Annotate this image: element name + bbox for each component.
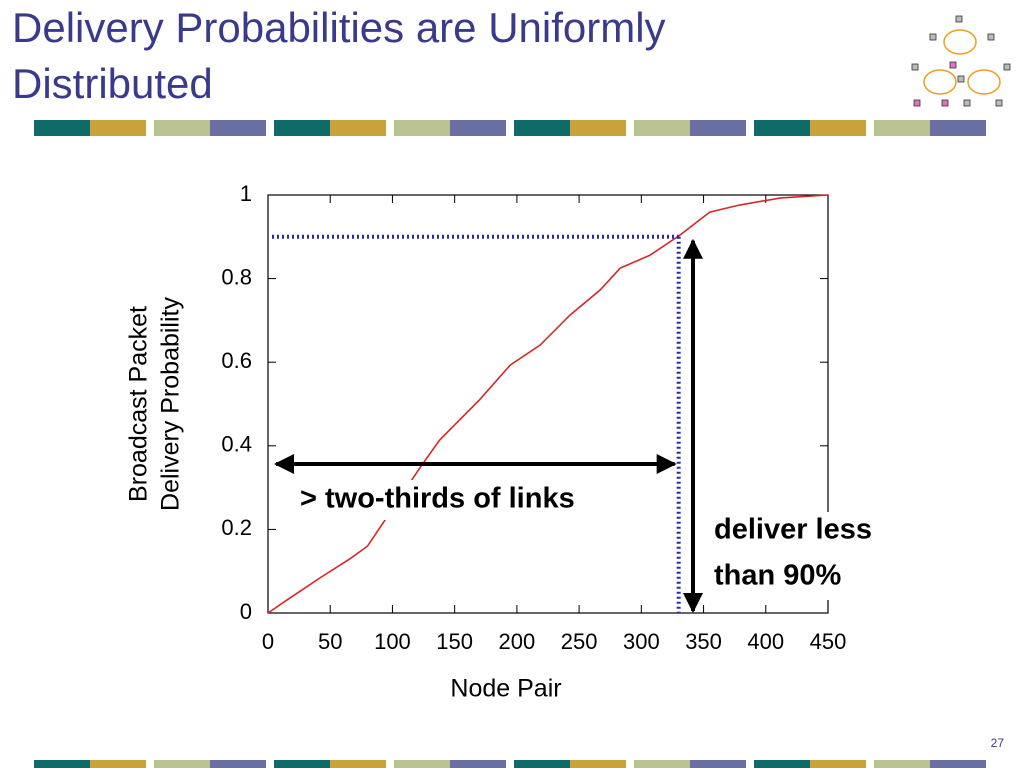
x-tick-label: 250 xyxy=(561,629,598,654)
x-tick-label: 350 xyxy=(685,629,722,654)
label-bg xyxy=(712,512,932,600)
stripe xyxy=(570,760,626,768)
x-tick-label: 100 xyxy=(374,629,411,654)
stripe xyxy=(210,760,266,768)
x-tick-label: 0 xyxy=(262,629,274,654)
x-tick-label: 150 xyxy=(436,629,473,654)
stripe xyxy=(874,760,930,768)
stripe xyxy=(330,120,386,136)
y-tick-label: 0 xyxy=(240,599,252,624)
stripe xyxy=(754,120,810,136)
x-tick-label: 200 xyxy=(499,629,536,654)
stripe xyxy=(274,120,330,136)
stripe xyxy=(34,120,90,136)
y-tick-label: 0.6 xyxy=(221,348,252,373)
x-tick-label: 400 xyxy=(747,629,784,654)
stripe xyxy=(570,120,626,136)
slide-title: Delivery Probabilities are Uniformly Dis… xyxy=(12,4,666,107)
x-tick-label: 300 xyxy=(623,629,660,654)
y-tick-label: 0.2 xyxy=(221,515,252,540)
y-axis-label: Broadcast Packet xyxy=(125,306,153,502)
y-tick-label: 1 xyxy=(240,181,252,206)
stripe xyxy=(34,760,90,768)
x-tick-label: 50 xyxy=(318,629,342,654)
label-bg xyxy=(296,480,664,520)
stripe xyxy=(634,760,690,768)
stripe xyxy=(330,760,386,768)
plot-frame xyxy=(267,194,829,614)
stripe xyxy=(754,760,810,768)
stripe xyxy=(274,760,330,768)
y-tick-label: 0.8 xyxy=(221,264,252,289)
stripe xyxy=(810,120,866,136)
annotation: deliver less xyxy=(714,514,872,546)
stripe xyxy=(930,120,986,136)
x-axis-label: Node Pair xyxy=(450,675,561,703)
stripe xyxy=(874,120,930,136)
stripe xyxy=(810,760,866,768)
stripe xyxy=(930,760,986,768)
logo xyxy=(911,15,1011,107)
stripe xyxy=(634,120,690,136)
stripe xyxy=(450,760,506,768)
data-line xyxy=(267,194,829,614)
stripe xyxy=(90,760,146,768)
page-number: 27 xyxy=(990,736,1004,750)
stripe xyxy=(394,120,450,136)
y-tick-label: 0.4 xyxy=(221,432,252,457)
stripe xyxy=(154,120,210,136)
stripe xyxy=(154,760,210,768)
annotation: > two-thirds of links xyxy=(300,483,575,515)
annotation: than 90% xyxy=(714,560,842,592)
stripe xyxy=(394,760,450,768)
stripe xyxy=(450,120,506,136)
stripe xyxy=(690,120,746,136)
stripe xyxy=(514,760,570,768)
y-axis-label: Delivery Probability xyxy=(157,297,185,511)
stripe xyxy=(690,760,746,768)
x-tick-label: 450 xyxy=(810,629,847,654)
stripe xyxy=(210,120,266,136)
stripe xyxy=(514,120,570,136)
stripe xyxy=(90,120,146,136)
